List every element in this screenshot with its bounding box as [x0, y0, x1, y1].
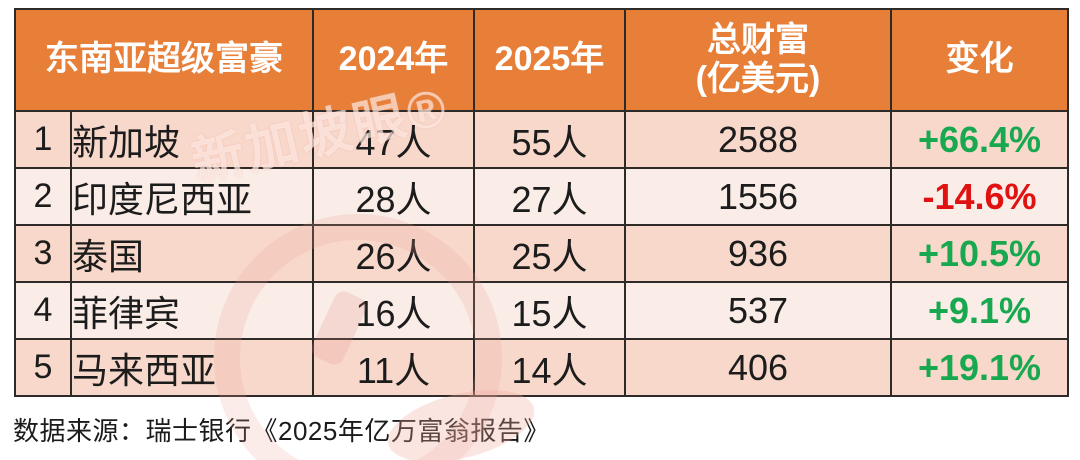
- header-2025: 2025年: [473, 8, 626, 112]
- cell-change: +66.4%: [890, 110, 1069, 169]
- cell-change: -14.6%: [890, 167, 1069, 226]
- cell-country: 马来西亚: [70, 338, 314, 397]
- table-row: 1 新加坡 47人 55人 2588 +66.4%: [14, 110, 1069, 169]
- cell-wealth: 406: [624, 338, 892, 397]
- cell-rank: 2: [14, 167, 72, 226]
- data-source-note: 数据来源：瑞士银行《2025年亿万富翁报告》: [13, 416, 550, 446]
- cell-country: 印度尼西亚: [70, 167, 314, 226]
- cell-y2025: 55人: [473, 110, 626, 169]
- header-2024: 2024年: [312, 8, 475, 112]
- header-change: 变化: [890, 8, 1069, 112]
- table-row: 2 印度尼西亚 28人 27人 1556 -14.6%: [14, 167, 1069, 226]
- cell-rank: 5: [14, 338, 72, 397]
- cell-change: +10.5%: [890, 224, 1069, 283]
- table-row: 4 菲律宾 16人 15人 537 +9.1%: [14, 281, 1069, 340]
- cell-wealth: 2588: [624, 110, 892, 169]
- cell-change: +19.1%: [890, 338, 1069, 397]
- cell-y2025: 27人: [473, 167, 626, 226]
- cell-y2024: 16人: [312, 281, 475, 340]
- cell-rank: 1: [14, 110, 72, 169]
- header-total-wealth-line2: (亿美元): [695, 60, 821, 98]
- cell-country: 新加坡: [70, 110, 314, 169]
- cell-wealth: 1556: [624, 167, 892, 226]
- cell-y2024: 28人: [312, 167, 475, 226]
- cell-y2025: 15人: [473, 281, 626, 340]
- rich-list-table: 东南亚超级富豪 2024年 2025年 总财富 (亿美元) 变化 1 新加坡 47人…: [14, 8, 1069, 397]
- cell-y2024: 11人: [312, 338, 475, 397]
- cell-country: 菲律宾: [70, 281, 314, 340]
- cell-rank: 3: [14, 224, 72, 283]
- table-row: 3 泰国 26人 25人 936 +10.5%: [14, 224, 1069, 283]
- cell-change: +9.1%: [890, 281, 1069, 340]
- header-total-wealth-line1: 总财富: [707, 20, 809, 59]
- cell-y2024: 26人: [312, 224, 475, 283]
- table-header-row: 东南亚超级富豪 2024年 2025年 总财富 (亿美元) 变化: [14, 8, 1069, 112]
- cell-wealth: 936: [624, 224, 892, 283]
- cell-y2025: 14人: [473, 338, 626, 397]
- cell-country: 泰国: [70, 224, 314, 283]
- header-title: 东南亚超级富豪: [14, 8, 314, 112]
- cell-y2025: 25人: [473, 224, 626, 283]
- header-total-wealth: 总财富 (亿美元): [624, 8, 892, 112]
- cell-rank: 4: [14, 281, 72, 340]
- cell-y2024: 47人: [312, 110, 475, 169]
- cell-wealth: 537: [624, 281, 892, 340]
- table-row: 5 马来西亚 11人 14人 406 +19.1%: [14, 338, 1069, 397]
